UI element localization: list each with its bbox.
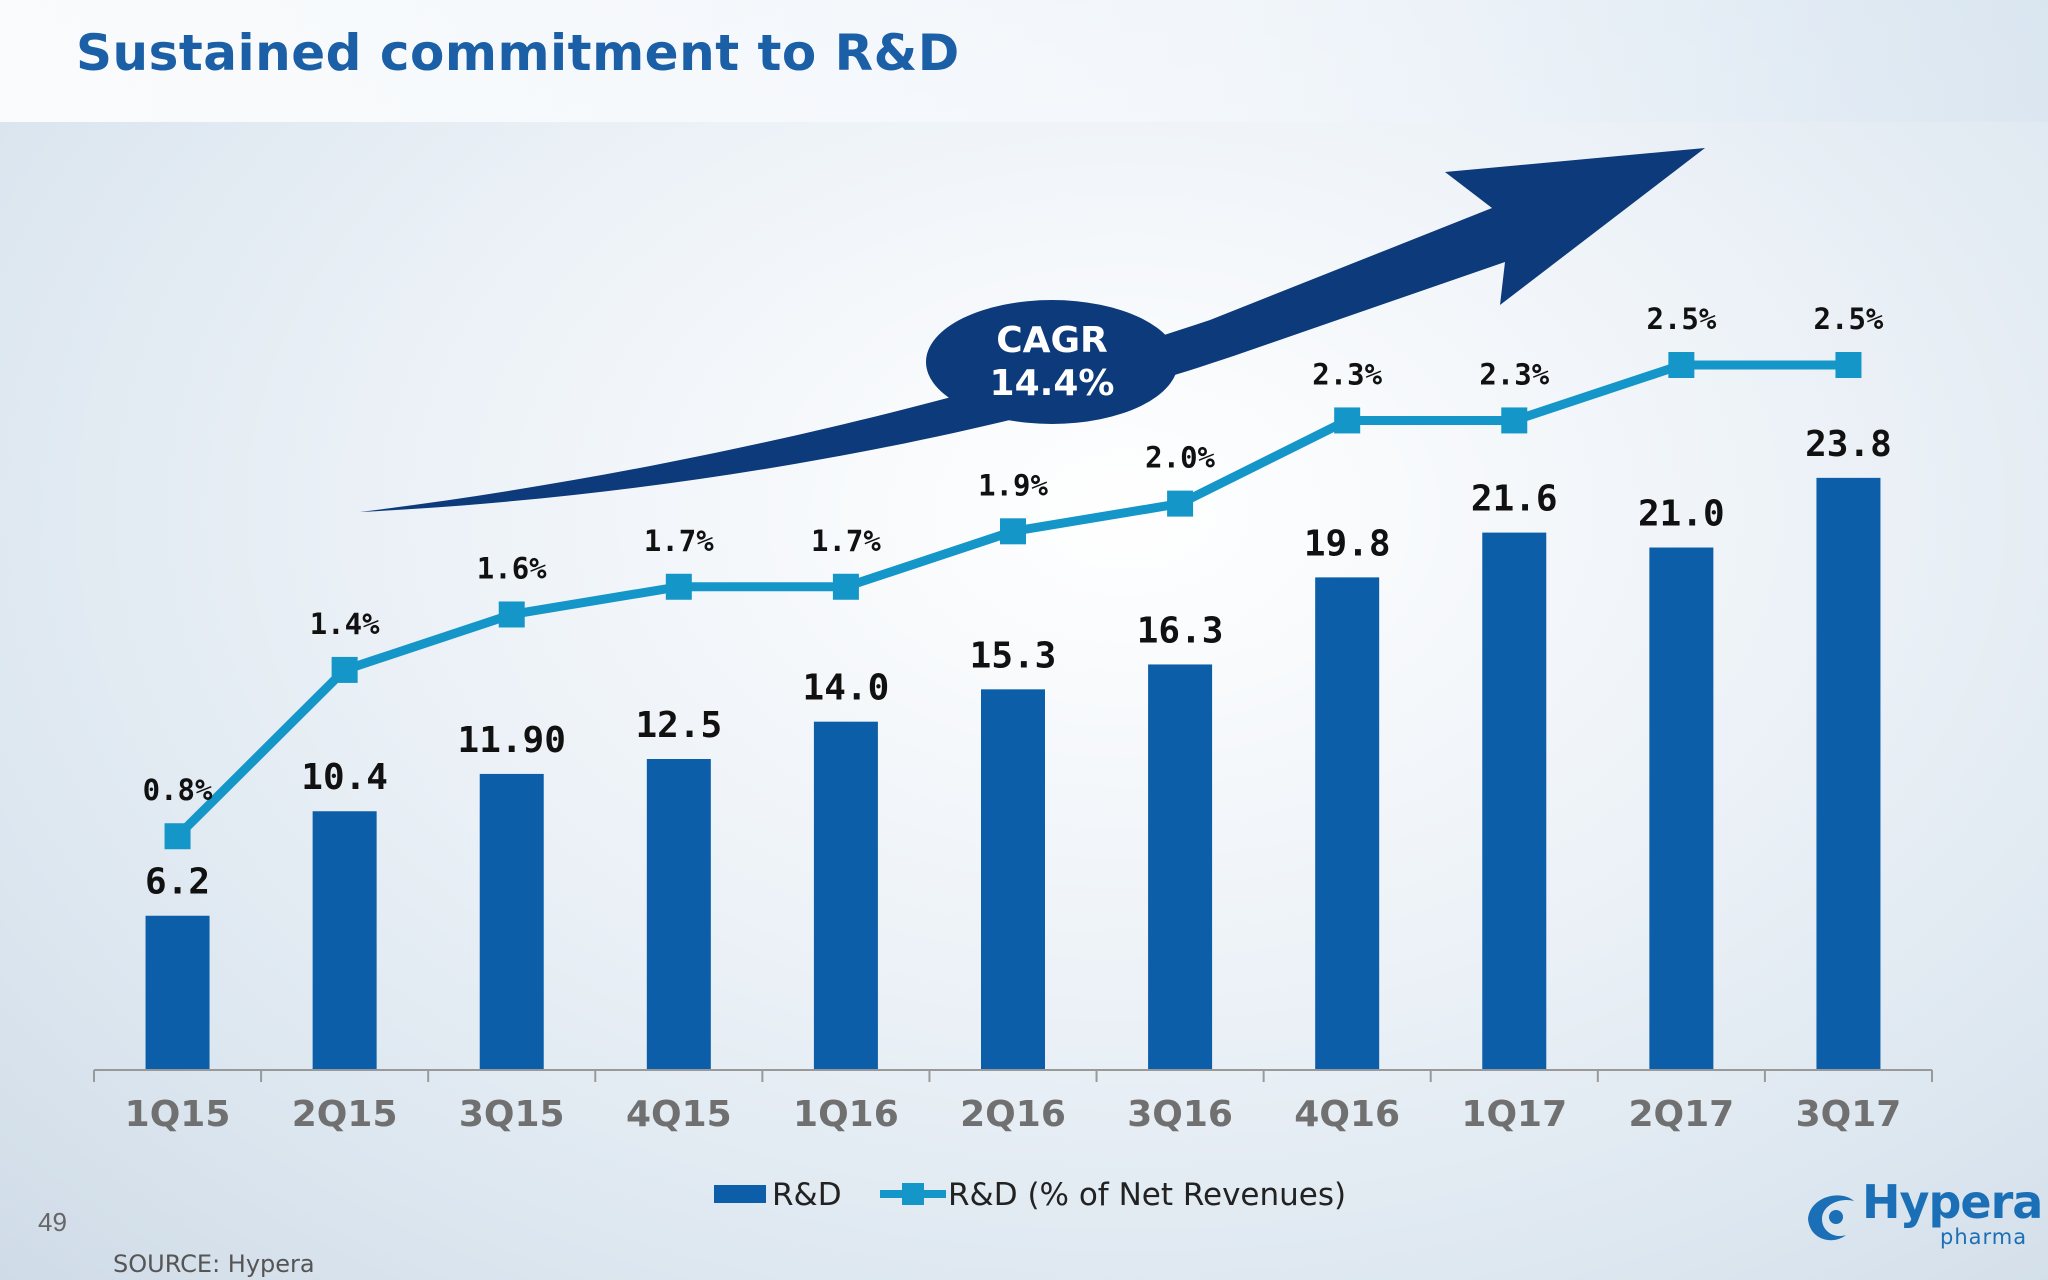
legend-line-label: R&D (% of Net Revenues) [948,1177,1346,1213]
bar-1Q16 [813,721,878,1070]
pct-label-4Q15: 1.7% [644,524,714,558]
bar-1Q17 [1482,532,1547,1070]
pct-marker-4Q16 [1334,407,1361,434]
bar-label-3Q16: 16.3 [1137,610,1224,651]
pct-marker-2Q16 [1000,518,1026,545]
tick-label-3Q17: 3Q17 [1796,1094,1902,1135]
pct-marker-2Q17 [1668,352,1695,378]
tick-label-4Q15: 4Q15 [626,1094,732,1135]
bar-2Q17 [1649,547,1714,1070]
bar-label-2Q17: 21.0 [1638,494,1725,535]
bar-4Q15 [646,759,711,1070]
tick-label-3Q16: 3Q16 [1127,1094,1233,1135]
pct-label-4Q16: 2.3% [1312,357,1382,391]
bar-4Q16 [1315,577,1380,1070]
pct-marker-3Q17 [1835,352,1862,378]
pct-marker-2Q15 [331,656,358,683]
pct-label-2Q16: 1.9% [978,468,1048,502]
cagr-ellipse [926,300,1178,424]
pct-marker-1Q15 [164,823,191,850]
bar-2Q15 [312,811,377,1070]
page-number: 49 [38,1207,67,1237]
source-note: SOURCE: Hypera [113,1250,315,1278]
bar-label-3Q15: 11.90 [458,720,566,761]
bar-3Q15 [479,773,544,1070]
pct-label-3Q16: 2.0% [1145,441,1215,475]
legend-bar-swatch [714,1185,766,1203]
tick-label-4Q16: 4Q16 [1294,1094,1400,1135]
growth-arrow [360,148,1705,512]
tick-label-3Q15: 3Q15 [459,1094,565,1135]
logo-word: Hypera [1862,1175,2043,1229]
tick-label-2Q15: 2Q15 [292,1094,398,1135]
bar-label-1Q15: 6.2 [145,862,210,903]
pct-marker-3Q16 [1167,490,1194,517]
pct-label-1Q16: 1.7% [811,524,881,558]
tick-label-1Q15: 1Q15 [125,1094,231,1135]
pct-label-2Q17: 2.5% [1646,302,1716,336]
bar-label-4Q16: 19.8 [1304,523,1391,564]
bar-label-1Q16: 14.0 [803,668,890,709]
pct-label-1Q15: 0.8% [143,773,213,807]
tick-label-2Q17: 2Q17 [1628,1094,1734,1135]
tick-label-1Q16: 1Q16 [793,1094,899,1135]
pct-label-3Q15: 1.6% [477,551,547,585]
bar-1Q15 [145,915,210,1070]
pct-label-3Q17: 2.5% [1814,302,1884,336]
hypera-logo: Hypera pharma [1800,1175,2043,1255]
pct-marker-4Q15 [665,573,692,600]
bar-label-1Q17: 21.6 [1471,479,1558,520]
bar-label-4Q15: 12.5 [635,705,722,746]
pct-label-2Q15: 1.4% [310,607,380,641]
logo-mark-icon [1808,1195,1854,1241]
cagr-value: 14.4% [990,363,1115,404]
bar-3Q16 [1148,664,1213,1070]
cagr-label: CAGR [996,320,1108,361]
bar-label-3Q17: 23.8 [1805,424,1892,465]
tick-label-2Q16: 2Q16 [960,1094,1066,1135]
pct-marker-3Q15 [498,601,525,628]
pct-marker-1Q17 [1501,407,1528,434]
title-band [0,0,2048,122]
bar-2Q16 [981,689,1045,1070]
bar-label-2Q16: 15.3 [970,635,1057,676]
bar-3Q17 [1816,477,1881,1071]
bar-label-2Q15: 10.4 [301,757,388,798]
page-title: Sustained commitment to R&D [76,24,960,82]
logo-sub: pharma [1940,1225,2028,1249]
legend-bar-label: R&D [772,1177,842,1213]
legend-line-marker [902,1183,924,1205]
tick-label-1Q17: 1Q17 [1461,1094,1567,1135]
pct-marker-1Q16 [832,573,859,600]
pct-label-1Q17: 2.3% [1479,357,1549,391]
